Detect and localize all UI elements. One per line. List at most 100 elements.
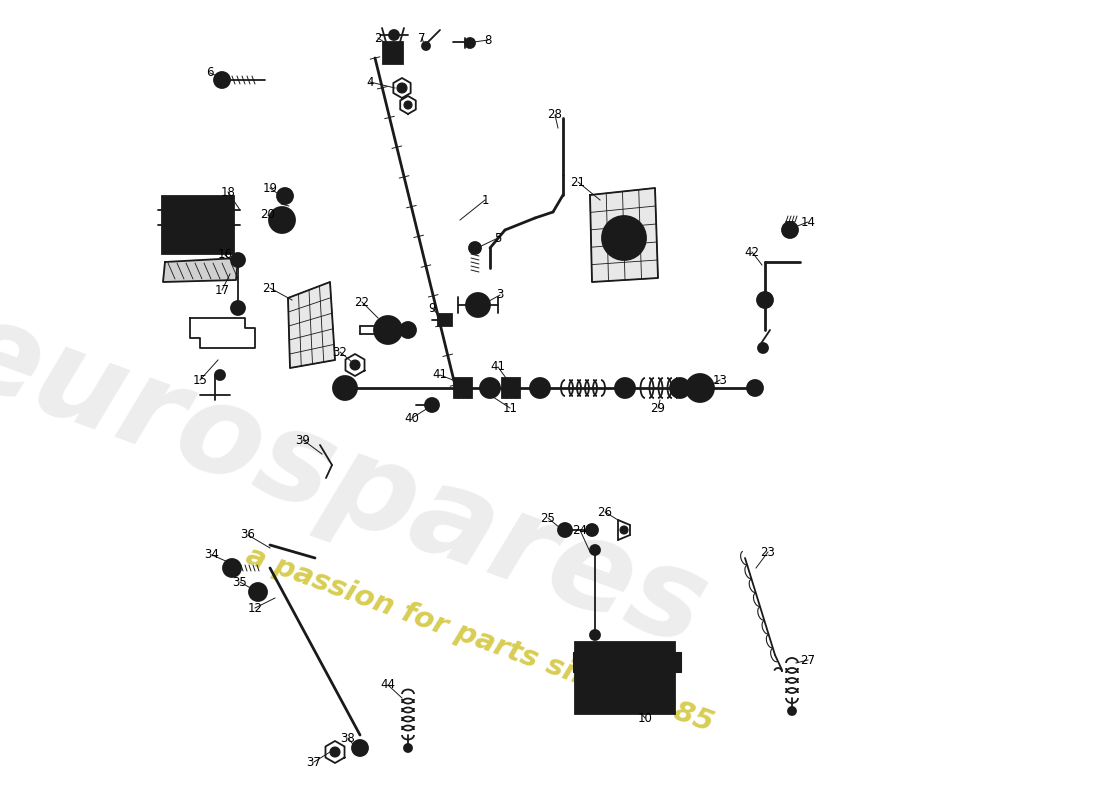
Text: 27: 27 (801, 654, 815, 666)
Polygon shape (345, 354, 364, 376)
Polygon shape (190, 318, 255, 348)
Polygon shape (400, 96, 416, 114)
Text: 21: 21 (263, 282, 277, 294)
Circle shape (562, 527, 568, 533)
Bar (170, 202, 218, 238)
Circle shape (333, 376, 358, 400)
Text: a passion for parts since 1985: a passion for parts since 1985 (242, 542, 717, 738)
Circle shape (603, 656, 647, 700)
Text: 12: 12 (248, 602, 263, 614)
Circle shape (558, 523, 572, 537)
Circle shape (656, 654, 664, 662)
Bar (454, 378, 472, 398)
Text: 38: 38 (341, 731, 355, 745)
Text: 5: 5 (494, 231, 502, 245)
Circle shape (788, 707, 796, 715)
Text: 41: 41 (491, 361, 506, 374)
Circle shape (389, 30, 399, 40)
Bar (675, 652, 681, 672)
Text: 9: 9 (428, 302, 436, 314)
Circle shape (620, 383, 630, 393)
Text: 22: 22 (354, 295, 370, 309)
Text: 18: 18 (221, 186, 235, 198)
Circle shape (485, 383, 495, 393)
Circle shape (400, 322, 416, 338)
Circle shape (466, 293, 490, 317)
Circle shape (530, 378, 550, 398)
Circle shape (670, 378, 690, 398)
Bar (575, 642, 675, 714)
Text: 26: 26 (597, 506, 613, 518)
Text: 20: 20 (261, 209, 275, 222)
Text: 39: 39 (296, 434, 310, 446)
Circle shape (382, 324, 394, 336)
Circle shape (330, 747, 340, 757)
Circle shape (339, 382, 351, 394)
Circle shape (374, 316, 401, 344)
Text: 16: 16 (218, 249, 232, 262)
Text: 14: 14 (801, 215, 815, 229)
Text: 25: 25 (540, 511, 556, 525)
Circle shape (404, 101, 412, 109)
Text: 2: 2 (374, 31, 382, 45)
Circle shape (422, 42, 430, 50)
Circle shape (656, 694, 664, 702)
Text: 44: 44 (381, 678, 396, 691)
Circle shape (590, 630, 600, 640)
Circle shape (277, 215, 287, 225)
Circle shape (686, 374, 714, 402)
Circle shape (465, 38, 475, 48)
Circle shape (352, 740, 368, 756)
Text: 4: 4 (366, 75, 374, 89)
Circle shape (586, 694, 594, 702)
Text: 3: 3 (496, 289, 504, 302)
Bar (502, 378, 520, 398)
Circle shape (758, 343, 768, 353)
Circle shape (231, 253, 245, 267)
Circle shape (747, 380, 763, 396)
Circle shape (249, 583, 267, 601)
Circle shape (535, 383, 544, 393)
Circle shape (613, 666, 637, 690)
Polygon shape (163, 258, 238, 282)
Text: 8: 8 (484, 34, 492, 46)
Text: 42: 42 (745, 246, 759, 258)
Text: 37: 37 (307, 755, 321, 769)
Circle shape (254, 588, 262, 596)
Circle shape (469, 242, 481, 254)
Text: 13: 13 (713, 374, 727, 386)
Text: 23: 23 (760, 546, 775, 558)
Text: 41: 41 (432, 369, 448, 382)
Text: 40: 40 (405, 411, 419, 425)
Text: 28: 28 (548, 109, 562, 122)
Circle shape (586, 654, 594, 662)
Text: 7: 7 (418, 31, 426, 45)
Text: 11: 11 (503, 402, 517, 414)
Circle shape (358, 745, 363, 751)
Text: 6: 6 (207, 66, 213, 79)
Text: 1: 1 (482, 194, 488, 206)
Polygon shape (288, 282, 336, 368)
Circle shape (675, 383, 685, 393)
Circle shape (214, 370, 225, 380)
Circle shape (270, 207, 295, 233)
Circle shape (350, 360, 360, 370)
Circle shape (214, 72, 230, 88)
Text: 35: 35 (232, 575, 248, 589)
Bar (383, 42, 403, 64)
Circle shape (472, 299, 484, 311)
Circle shape (223, 559, 241, 577)
Bar (174, 206, 214, 234)
Bar (162, 196, 234, 254)
Polygon shape (590, 188, 658, 282)
Text: 10: 10 (638, 711, 652, 725)
Circle shape (590, 545, 600, 555)
Circle shape (586, 524, 598, 536)
Text: 24: 24 (572, 523, 587, 537)
Text: 34: 34 (205, 549, 219, 562)
Circle shape (277, 188, 293, 204)
Polygon shape (326, 741, 344, 763)
Bar (438, 314, 452, 326)
Circle shape (757, 292, 773, 308)
Text: 17: 17 (214, 283, 230, 297)
